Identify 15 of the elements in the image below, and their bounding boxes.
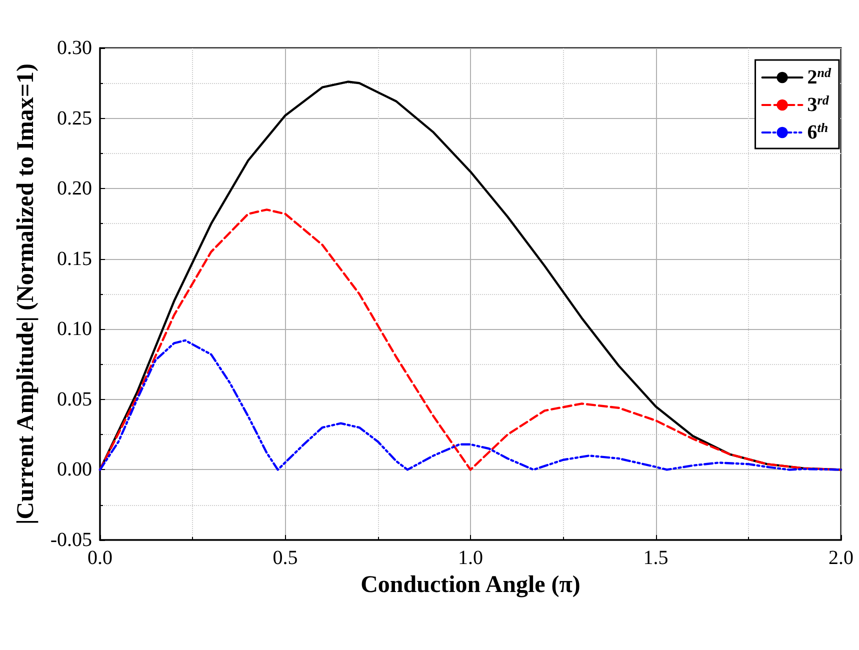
y-tick-label: 0.30 [57,37,92,59]
y-tick-label: 0.00 [57,458,92,481]
x-tick-label: 0.5 [272,547,298,569]
x-axis-title: Conduction Angle (π) [360,572,580,598]
y-tick-label: 0.10 [57,318,92,340]
line-series [98,339,842,471]
y-tick-label: 0.25 [57,107,92,130]
x-tick-label: 2.0 [828,547,854,569]
y-tick-label: 0.20 [57,178,92,200]
y-tick-label: 0.05 [57,388,92,410]
y-axis-title: |Current Amplitude| (Normalized to Imax=1) [13,63,39,525]
y-tick-label: 0.15 [57,248,92,270]
line-series [98,208,842,471]
x-tick-label: 1.0 [458,547,483,569]
x-tick-label: 1.5 [643,547,668,569]
